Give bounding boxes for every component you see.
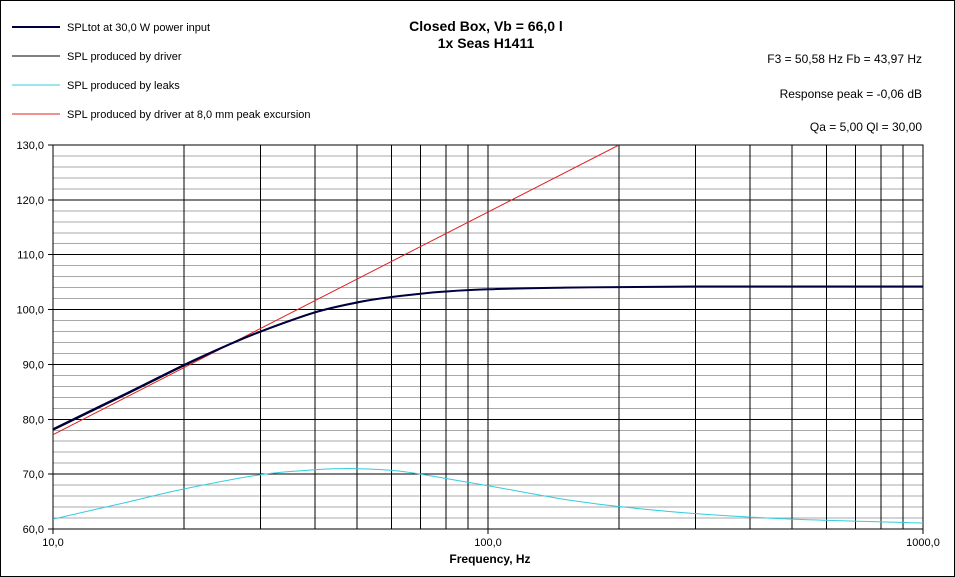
- series-line-3: [53, 468, 923, 524]
- series-line-1: [53, 285, 923, 431]
- y-tick-label: 80,0: [23, 414, 44, 426]
- x-axis-ticks: 10,0 100,0 1000,0: [42, 529, 940, 549]
- series-line-4: [53, 145, 620, 436]
- legend: SPLtot at 30,0 W power input SPL produced…: [12, 22, 311, 121]
- series-layer: [53, 145, 923, 524]
- y-tick-label: 110,0: [17, 250, 44, 262]
- y-tick-label: 130,0: [16, 140, 44, 152]
- legend-label-3: SPL produced by leaks: [67, 80, 180, 92]
- x-tick-label: 1000,0: [906, 537, 940, 549]
- y-axis-ticks: 60,0 70,0 80,0 90,0 100,0 110,0 120,0 130,0: [16, 140, 53, 536]
- y-tick-label: 70,0: [23, 469, 44, 481]
- legend-label-1: SPLtot at 30,0 W power input: [67, 22, 210, 34]
- chart-title-line-1: Closed Box, Vb = 66,0 l: [409, 18, 563, 34]
- response-peak-readout: Response peak = -0,06 dB: [780, 87, 922, 101]
- x-axis-title: Frequency, Hz: [449, 552, 530, 566]
- grid-lines: [52, 144, 924, 530]
- legend-label-4: SPL produced by driver at 8,0 mm peak ex…: [67, 109, 311, 121]
- y-tick-label: 120,0: [16, 195, 44, 207]
- f3-fb-readout: F3 = 50,58 Hz Fb = 43,97 Hz: [767, 52, 922, 66]
- y-tick-label: 60,0: [23, 524, 44, 536]
- parameter-info: F3 = 50,58 Hz Fb = 43,97 Hz Response pea…: [767, 52, 922, 134]
- y-tick-label: 90,0: [23, 359, 44, 371]
- x-tick-label: 100,0: [474, 537, 502, 549]
- chart-title: Closed Box, Vb = 66,0 l 1x Seas H1411: [409, 18, 563, 51]
- qa-ql-readout: Qa = 5,00 Ql = 30,00: [810, 120, 922, 134]
- chart-title-line-2: 1x Seas H1411: [438, 35, 535, 51]
- legend-label-2: SPL produced by driver: [67, 51, 182, 63]
- y-tick-label: 100,0: [16, 305, 44, 317]
- x-tick-label: 10,0: [42, 537, 63, 549]
